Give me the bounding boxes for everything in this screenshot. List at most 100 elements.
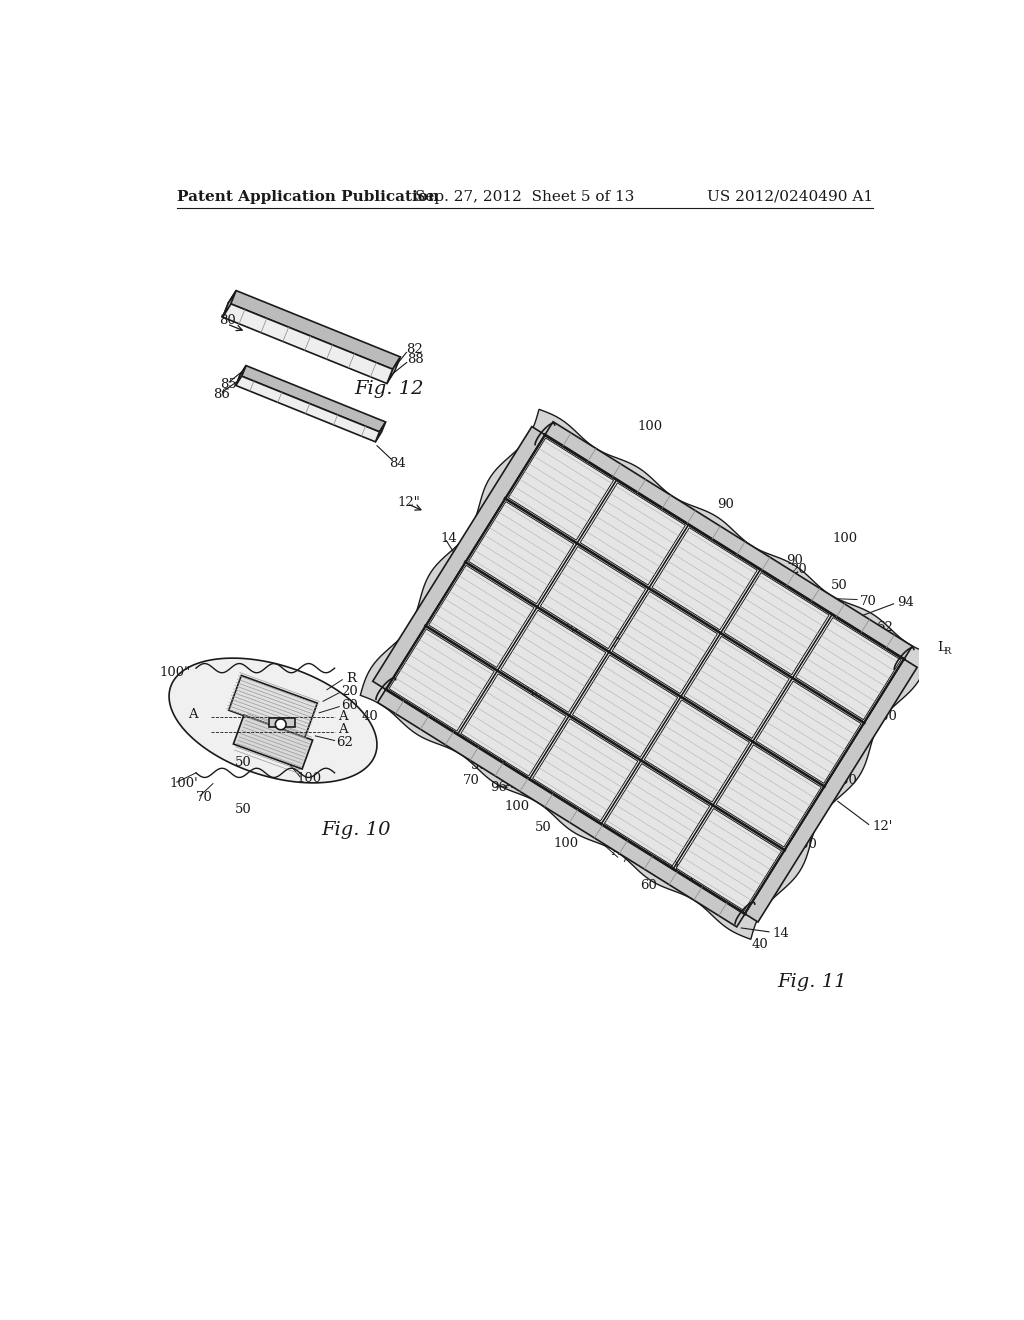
Text: 62: 62 — [336, 735, 353, 748]
Polygon shape — [228, 290, 400, 370]
Text: 30: 30 — [800, 837, 817, 850]
Text: 20: 20 — [341, 685, 357, 698]
Text: 20: 20 — [791, 562, 807, 576]
Text: 90: 90 — [717, 498, 734, 511]
Text: 100": 100" — [159, 667, 190, 680]
Text: 30: 30 — [880, 710, 897, 723]
Text: 60: 60 — [341, 698, 357, 711]
Text: 20: 20 — [612, 638, 629, 651]
Polygon shape — [796, 618, 901, 719]
Text: 84: 84 — [389, 457, 407, 470]
Polygon shape — [169, 659, 377, 783]
Text: 100: 100 — [296, 772, 322, 785]
Text: 100: 100 — [554, 837, 579, 850]
Polygon shape — [572, 655, 678, 758]
Text: 100': 100' — [169, 777, 198, 791]
Text: 82: 82 — [407, 343, 423, 355]
Polygon shape — [228, 676, 317, 738]
Text: 50: 50 — [830, 579, 847, 593]
Text: Sep. 27, 2012  Sheet 5 of 13: Sep. 27, 2012 Sheet 5 of 13 — [415, 190, 635, 203]
Text: 50: 50 — [234, 803, 251, 816]
Text: A: A — [686, 878, 695, 891]
Polygon shape — [240, 366, 386, 432]
Text: 70: 70 — [463, 774, 480, 787]
Polygon shape — [386, 434, 904, 913]
Text: A: A — [611, 845, 622, 858]
Circle shape — [275, 719, 286, 730]
Polygon shape — [545, 421, 912, 659]
Polygon shape — [684, 636, 790, 738]
Text: Fig. 11: Fig. 11 — [777, 973, 847, 991]
Text: A: A — [654, 867, 664, 880]
Polygon shape — [429, 565, 534, 668]
Text: R: R — [346, 672, 356, 685]
Text: 30: 30 — [840, 774, 857, 787]
Text: 100: 100 — [481, 758, 507, 771]
Text: 14: 14 — [440, 532, 457, 545]
Text: 14: 14 — [772, 927, 788, 940]
Polygon shape — [676, 808, 781, 911]
Text: 50: 50 — [664, 861, 680, 874]
Text: 60: 60 — [640, 879, 657, 891]
Text: A: A — [188, 708, 198, 721]
Text: US 2012/0240490 A1: US 2012/0240490 A1 — [707, 190, 872, 203]
Text: 50: 50 — [536, 821, 552, 834]
Text: 80: 80 — [219, 314, 236, 326]
Text: 50: 50 — [234, 756, 251, 770]
Polygon shape — [612, 591, 718, 693]
Polygon shape — [744, 659, 918, 921]
Text: 50: 50 — [471, 759, 487, 772]
Polygon shape — [644, 700, 750, 803]
Text: 70: 70 — [196, 791, 213, 804]
Polygon shape — [604, 763, 710, 866]
Polygon shape — [461, 673, 566, 776]
Text: 96: 96 — [489, 781, 507, 795]
Text: 100: 100 — [505, 800, 529, 813]
Polygon shape — [233, 715, 312, 770]
Text: R: R — [943, 647, 950, 656]
Polygon shape — [581, 483, 685, 585]
Polygon shape — [724, 573, 829, 675]
Polygon shape — [378, 689, 744, 927]
Polygon shape — [387, 356, 400, 384]
Text: 40: 40 — [752, 939, 768, 952]
Polygon shape — [236, 375, 380, 442]
Text: 62: 62 — [877, 622, 893, 635]
Text: 88: 88 — [407, 352, 424, 366]
Text: 30: 30 — [566, 623, 583, 636]
Text: 100: 100 — [637, 420, 663, 433]
Text: 94: 94 — [897, 595, 914, 609]
Text: A: A — [504, 777, 513, 791]
Text: Fig. 12: Fig. 12 — [354, 380, 423, 399]
Polygon shape — [501, 610, 606, 713]
Polygon shape — [541, 546, 645, 648]
Polygon shape — [373, 426, 545, 689]
Text: 40: 40 — [361, 710, 379, 723]
Polygon shape — [269, 718, 295, 727]
Text: 12': 12' — [872, 820, 893, 833]
Polygon shape — [222, 302, 392, 384]
Text: A: A — [339, 710, 348, 723]
Text: 85: 85 — [220, 378, 237, 391]
Text: 12": 12" — [398, 496, 421, 508]
Polygon shape — [222, 290, 237, 317]
Text: A: A — [542, 797, 552, 809]
Polygon shape — [360, 409, 930, 940]
Text: 70: 70 — [621, 853, 638, 865]
Polygon shape — [532, 718, 638, 821]
Polygon shape — [716, 744, 821, 847]
Text: 90: 90 — [786, 554, 804, 568]
Text: L: L — [937, 640, 946, 653]
Text: 30: 30 — [526, 686, 543, 700]
Polygon shape — [508, 438, 613, 540]
Polygon shape — [389, 628, 495, 731]
Text: A: A — [339, 723, 348, 737]
Text: 70: 70 — [860, 594, 877, 607]
Text: 62: 62 — [695, 865, 712, 878]
Text: 100: 100 — [831, 532, 857, 545]
Polygon shape — [652, 528, 757, 630]
Text: Fig. 10: Fig. 10 — [322, 821, 391, 838]
Text: Patent Application Publication: Patent Application Publication — [177, 190, 438, 203]
Polygon shape — [376, 422, 386, 442]
Polygon shape — [236, 366, 246, 385]
